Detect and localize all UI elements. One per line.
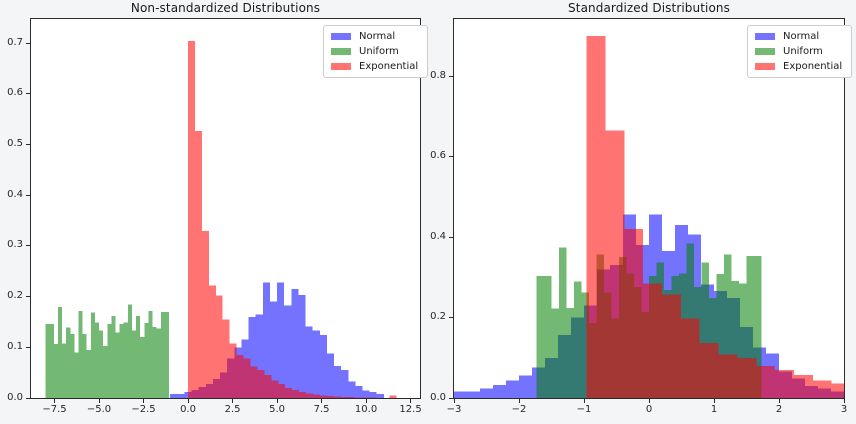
plot-title: Non-standardized Distributions [130, 1, 321, 15]
y-tick-label: 0.3 [7, 239, 23, 251]
x-tick-label: −3 [446, 404, 462, 415]
uniform-swatch-icon [331, 48, 351, 55]
y-tick-label: 0.2 [430, 311, 446, 323]
y-tick-label: 0.4 [7, 188, 23, 200]
x-tick [453, 399, 455, 403]
y-tick-label: 0.7 [7, 36, 23, 48]
y-tick-label: 0.2 [7, 290, 23, 302]
legend-label: Exponential [359, 61, 419, 72]
y-tick-label: 0.8 [430, 69, 446, 81]
legend-label: Normal [783, 31, 820, 42]
x-tick [187, 399, 189, 403]
normal-swatch-icon [331, 33, 351, 40]
x-tick [843, 399, 845, 403]
y-tick [26, 346, 30, 348]
legend-label: Uniform [359, 46, 399, 57]
x-tick-label: −1 [576, 404, 592, 415]
legend-item-exponential: Exponential [755, 61, 842, 72]
y-tick [26, 296, 30, 298]
x-tick-label: 0.0 [180, 404, 196, 415]
x-tick [365, 399, 367, 403]
exponential-swatch-icon [755, 63, 775, 70]
x-tick [410, 399, 412, 403]
y-tick-label: 0.4 [430, 230, 446, 242]
x-tick [778, 399, 780, 403]
x-tick [98, 399, 100, 403]
legend-item-normal: Normal [331, 31, 418, 42]
x-tick [321, 399, 323, 403]
y-tick [26, 93, 30, 95]
y-tick-label: 0.6 [430, 150, 446, 162]
normal-swatch-icon [755, 33, 775, 40]
exponential-swatch-icon [331, 63, 351, 70]
x-tick-label: −2 [511, 404, 527, 415]
x-tick-label: −2.5 [131, 404, 156, 415]
uniform-swatch-icon [755, 48, 775, 55]
x-tick-label: 10.0 [354, 404, 378, 415]
x-tick [143, 399, 145, 403]
x-tick [232, 399, 234, 403]
y-tick [26, 245, 30, 247]
x-tick-label: 5.0 [269, 404, 285, 415]
x-tick-label: 12.5 [399, 404, 422, 415]
y-tick [26, 397, 30, 399]
x-tick-label: 7.5 [313, 404, 330, 415]
x-tick [583, 399, 585, 403]
histogram-bars [45, 40, 397, 398]
x-tick [518, 399, 520, 403]
y-tick [449, 236, 453, 238]
x-tick [713, 399, 715, 403]
plot-title: Standardized Distributions [568, 1, 730, 15]
x-tick-label: 2 [775, 404, 783, 415]
y-tick-label: 0.6 [7, 87, 23, 99]
y-tick [449, 317, 453, 319]
legend-label: Normal [359, 31, 396, 42]
axes-standardized [454, 19, 844, 398]
x-tick-label: 1 [710, 404, 718, 415]
legend-item-normal: Normal [755, 31, 842, 42]
y-tick [26, 194, 30, 196]
y-tick-label: 0.5 [7, 138, 23, 150]
y-tick-label: 0.1 [7, 340, 23, 352]
x-tick-label: −7.5 [42, 404, 67, 415]
axes-non-standardized [31, 19, 420, 398]
x-tick-label: 2.5 [224, 404, 241, 415]
legend: Normal Uniform Exponential [747, 25, 853, 78]
y-tick [449, 75, 453, 77]
y-tick [449, 397, 453, 399]
y-tick [26, 42, 30, 44]
legend: Normal Uniform Exponential [323, 25, 429, 78]
legend-item-uniform: Uniform [331, 46, 418, 57]
legend-label: Exponential [783, 61, 843, 72]
legend-item-uniform: Uniform [755, 46, 842, 57]
x-tick [648, 399, 650, 403]
y-tick-label: 0.0 [7, 391, 23, 403]
x-tick-label: 0 [645, 404, 653, 415]
y-tick [26, 144, 30, 146]
x-tick-label: −5.0 [86, 404, 112, 415]
y-tick [449, 156, 453, 158]
legend-label: Uniform [783, 46, 823, 57]
legend-item-exponential: Exponential [331, 61, 418, 72]
x-tick-label: 3 [840, 404, 848, 415]
x-tick [54, 399, 55, 403]
x-tick [276, 399, 278, 403]
y-tick-label: 0.0 [430, 391, 446, 403]
histogram-bars [454, 35, 844, 398]
